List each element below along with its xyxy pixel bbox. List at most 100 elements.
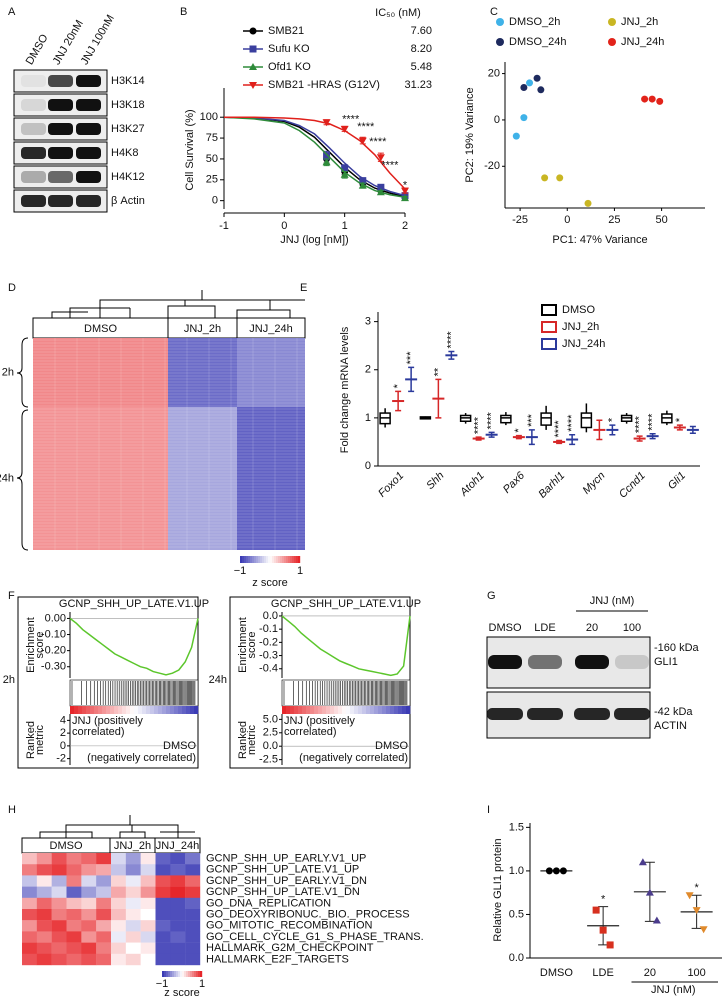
colorbar [292,556,295,563]
heatmap-cell [22,920,38,932]
heatmap-cell [140,953,156,966]
heatmap-cell [96,909,112,921]
heatmap-cell [66,931,82,943]
condition-label: 24h [209,674,227,686]
metric-tick-label: 2 [60,727,66,739]
y-tick-label: 20 [488,67,500,79]
heatmap-cell [125,897,141,910]
colorbar [200,971,203,977]
heatmap-cell [66,942,82,954]
legend-label: SMB21 -HRAS (G12V) [268,79,380,91]
rank-gradient [74,706,79,714]
heatmap-cell [125,864,141,876]
rank-gradient [146,706,151,714]
y-tick-label: 1.5 [509,821,524,833]
colorbar-tick-label: −1 [156,978,169,990]
panel-label: H [8,804,16,816]
es-tick-label: -0.10 [41,628,66,640]
y-tick-label: 75 [206,132,218,144]
marker [358,137,367,145]
rank-gradient [186,706,191,714]
heatmap-cell [170,864,186,876]
row-label: 24h [0,472,14,484]
legend-marker [249,63,257,70]
heatmap-cell [66,953,82,966]
colorbar [164,971,167,977]
colorbar [260,556,263,563]
heatmap-cell [185,953,201,966]
rank-gradient [406,706,411,714]
x-tick-label: Mycn [580,470,607,497]
heatmap-cell [155,875,171,887]
legend-label: JNJ_24h [562,338,605,350]
heatmap-cell [170,953,186,966]
rank-gradient [350,706,355,714]
point [520,83,528,91]
y-tick-label: 1.0 [509,865,524,877]
blot-label: -42 kDa [654,706,693,718]
panel-label: F [8,590,15,602]
heatmap-cell [36,864,52,876]
legend-label: JNJ_2h [621,16,658,28]
heatmap-cell [81,920,97,932]
rank-gradient [158,706,163,714]
x-tick-label: Foxo1 [376,470,406,500]
y-axis-label: Fold change mRNA levels [339,326,351,453]
annotation: **** [342,114,360,126]
point [545,867,553,875]
marker [340,170,349,178]
point [552,867,560,875]
colorbar [258,556,261,563]
rank-gradient [378,706,383,714]
y-tick-label: 1 [365,412,371,424]
legend-swatch [541,304,557,316]
gsea-title: GCNP_SHH_UP_LATE.V1.UP [59,598,209,610]
blot-band [487,708,523,720]
rank-gradient [70,706,75,714]
rank-gradient [182,706,187,714]
colorbar [280,556,283,563]
x-tick-label: -1 [219,220,229,232]
rank-gradient [362,706,367,714]
heatmap-cell [170,909,186,921]
point [512,132,520,140]
significance: * [694,882,699,894]
lane-label: 20 [586,622,598,634]
annotation: * [403,180,408,192]
heatmap-cell [22,897,38,910]
heatmap-cell [51,886,67,898]
box [580,412,593,429]
blot-row-label: H3K14 [111,75,145,87]
x-tick-label: Shh [424,470,446,492]
column-label: JNJ_24h [156,840,199,852]
es-curve [281,615,411,677]
heatmap-cell [96,942,112,954]
legend-label: DMSO_24h [509,36,566,48]
heatmap-cell [81,875,97,887]
significance: * [601,894,606,906]
heatmap-cell [111,942,127,954]
significance: **** [566,414,578,432]
rank-gradient [174,706,179,714]
metric-axis-label: Ranked [237,721,249,759]
colorbar [254,556,257,563]
heatmap-cell [185,875,201,887]
significance: *** [526,413,538,427]
es-tick-label: -0.2 [259,636,278,648]
blot-label: -160 kDa [654,642,700,654]
blot-row-label: H4K12 [111,171,145,183]
es-tick-label: -0.30 [41,661,66,673]
heatmap-cell [81,909,97,921]
rank-gradient [282,706,287,714]
heatmap-cell [155,864,171,876]
panel-label: E [300,282,307,294]
colorbar [296,556,299,563]
blot-label: GLI1 [654,656,678,668]
point [648,95,656,103]
heatmap-cell [51,897,67,910]
heatmap-cell [185,909,201,921]
marker [359,177,367,185]
heatmap-cell [36,909,52,921]
heatmap-cell [51,931,67,943]
point [533,74,541,82]
